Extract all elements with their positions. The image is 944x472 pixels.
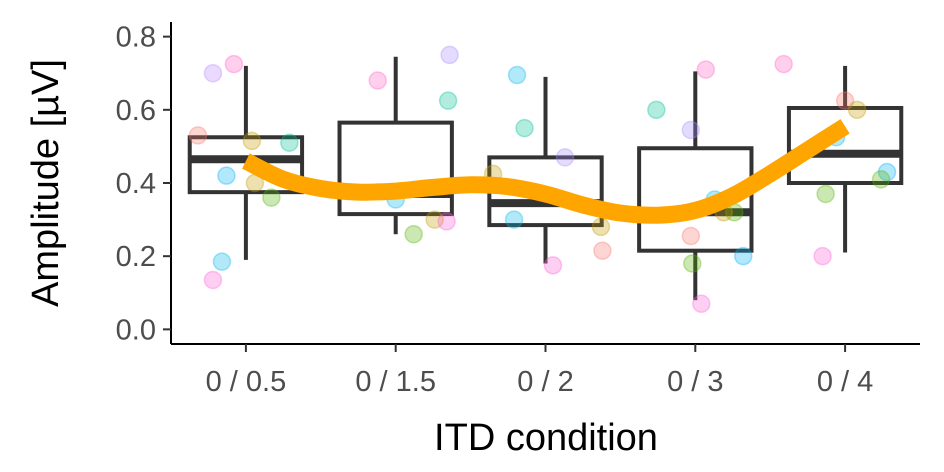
data-point (438, 91, 458, 110)
data-point (683, 254, 702, 273)
y-tick-label: 0.4 (116, 168, 156, 200)
data-point (692, 294, 711, 313)
data-point (647, 100, 666, 120)
x-axis-title: ITD condition (434, 417, 658, 459)
data-point (813, 246, 832, 266)
data-point (440, 45, 459, 65)
trend-line (242, 119, 850, 224)
data-point (242, 131, 262, 151)
y-tick-label: 0.2 (116, 241, 156, 273)
data-point (217, 166, 236, 185)
y-axis-title: Amplitude [µV] (25, 59, 67, 307)
data-point (507, 65, 527, 85)
points-layer (188, 45, 897, 313)
data-point (203, 270, 223, 290)
trend-layer (242, 119, 850, 224)
data-point (733, 246, 753, 266)
x-tick-label: 0 / 1.5 (355, 366, 436, 398)
data-point (681, 226, 701, 246)
data-point (404, 224, 423, 244)
box (487, 76, 604, 264)
data-point (591, 217, 611, 237)
data-point (847, 100, 867, 120)
box (187, 65, 305, 260)
x-tick-label: 0 / 3 (667, 366, 723, 398)
ticks-layer: 0.0 0.2 0.4 0.6 0.8 0 / 0.5 0 / 1.5 0 / 2 0 / 3 0… (116, 22, 874, 398)
y-tick-label: 0.8 (116, 22, 156, 54)
data-point (437, 212, 456, 231)
data-point (871, 170, 891, 189)
data-point (504, 210, 524, 229)
data-point (543, 256, 563, 275)
data-point (224, 54, 244, 74)
data-point (774, 54, 793, 74)
data-point (555, 148, 575, 167)
data-point (188, 126, 208, 145)
data-point (280, 133, 299, 152)
data-point (816, 184, 835, 204)
box (786, 65, 904, 253)
data-point (877, 162, 897, 182)
data-point (696, 60, 716, 79)
data-point (368, 71, 387, 90)
data-point (262, 188, 281, 207)
y-tick-label: 0.0 (116, 314, 156, 346)
data-point (593, 241, 612, 260)
data-point (515, 118, 534, 138)
data-point (203, 63, 223, 83)
x-tick-label: 0 / 0.5 (206, 366, 287, 398)
data-point (212, 252, 232, 271)
y-tick-label: 0.6 (116, 95, 156, 127)
data-point (425, 210, 444, 229)
x-tick-label: 0 / 4 (817, 366, 873, 398)
data-point (835, 91, 855, 110)
x-tick-label: 0 / 2 (517, 366, 573, 398)
data-point (681, 120, 701, 140)
